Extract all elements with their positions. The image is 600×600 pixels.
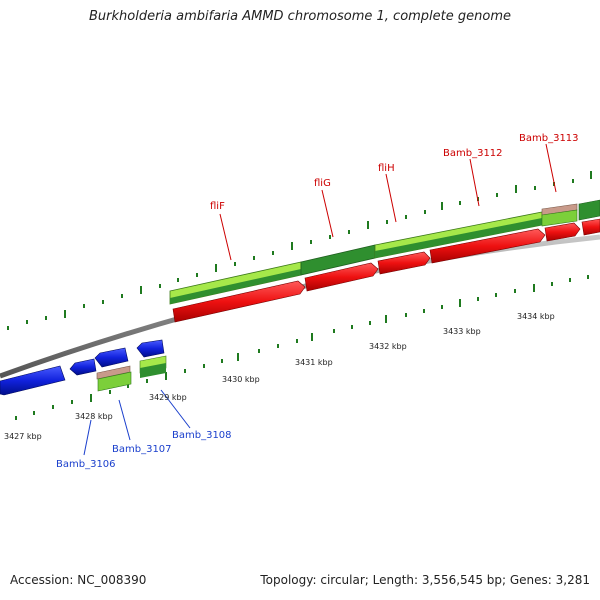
label-leaders <box>83 143 557 456</box>
map-title: Burkholderia ambifaria AMMD chromosome 1… <box>88 9 512 24</box>
gene-arrow-reverse-1[interactable] <box>0 365 66 396</box>
gene-arrow-Bamb_3112[interactable] <box>429 228 546 264</box>
gene-label-fliG[interactable]: fliG <box>314 178 331 189</box>
accession-text: Accession: NC_008390 <box>10 573 147 587</box>
gene-arrow-Bamb_3113[interactable] <box>544 222 581 242</box>
gene-label-Bamb_3106[interactable]: Bamb_3106 <box>56 459 116 470</box>
gene-arrow-fliG[interactable] <box>304 262 379 292</box>
gene-arrow-Bamb_3107[interactable] <box>94 347 129 368</box>
gene-label-Bamb_3108[interactable]: Bamb_3108 <box>172 430 232 441</box>
gene-arrow-fliH[interactable] <box>377 251 431 275</box>
kbp-scale-labels: 3427 kbp 3428 kbp 3429 kbp 3430 kbp 3431… <box>4 312 555 441</box>
topology-text: Topology: circular; Length: 3,556,545 bp… <box>260 573 590 587</box>
tick-row-kbp-scale <box>15 275 589 420</box>
kbp-label: 3429 kbp <box>149 393 187 402</box>
cds-band <box>169 199 600 305</box>
kbp-label: 3432 kbp <box>369 342 407 351</box>
gene-arrow-Bamb_3106[interactable] <box>69 358 97 376</box>
gene-label-fliH[interactable]: fliH <box>378 163 395 174</box>
forward-strand-genes <box>172 218 600 323</box>
gene-label-Bamb_3107[interactable]: Bamb_3107 <box>112 444 172 455</box>
kbp-label: 3427 kbp <box>4 432 42 441</box>
backbone-ring <box>0 234 600 379</box>
kbp-label: 3431 kbp <box>295 358 333 367</box>
reverse-strand-genes <box>0 339 165 396</box>
reverse-cds-blocks <box>96 355 167 392</box>
cds-segment-3114[interactable] <box>578 199 600 221</box>
reverse-gene-labels: Bamb_3106 Bamb_3107 Bamb_3108 <box>56 430 232 470</box>
gene-label-Bamb_3112[interactable]: Bamb_3112 <box>443 148 503 159</box>
kbp-label: 3430 kbp <box>222 375 260 384</box>
gene-label-Bamb_3113[interactable]: Bamb_3113 <box>519 133 579 144</box>
kbp-label: 3428 kbp <box>75 412 113 421</box>
tick-row-forward-outer <box>7 171 592 330</box>
gene-arrow-fliF[interactable] <box>172 280 306 323</box>
gene-label-fliF[interactable]: fliF <box>210 201 225 212</box>
kbp-label: 3433 kbp <box>443 327 481 336</box>
kbp-label: 3434 kbp <box>517 312 555 321</box>
gene-arrow-next[interactable] <box>581 218 600 236</box>
gene-arrow-Bamb_3108[interactable] <box>136 339 165 358</box>
forward-gene-labels: fliF fliG fliH Bamb_3112 Bamb_3113 <box>210 133 579 212</box>
